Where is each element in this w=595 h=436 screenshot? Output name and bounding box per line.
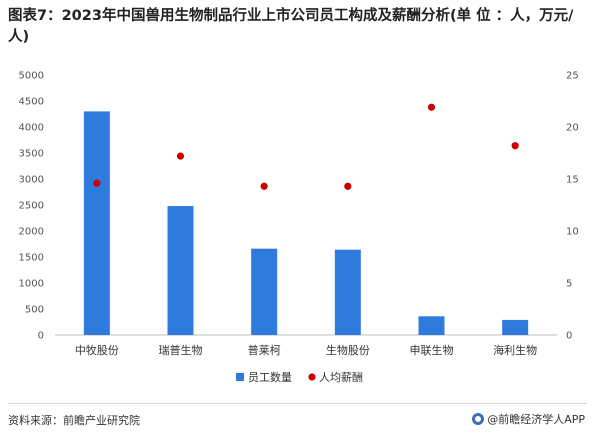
left-tick-label: 0 xyxy=(38,331,44,342)
category-labels: 中牧股份 瑞普生物 普莱柯 生物股份 申联生物 海利生物 xyxy=(75,343,537,357)
legend-swatch-bar xyxy=(236,373,244,381)
legend-swatch-point xyxy=(308,373,316,381)
left-tick-label: 2000 xyxy=(19,227,44,238)
right-tick-label: 10 xyxy=(566,227,579,238)
right-tick-label: 15 xyxy=(566,175,579,186)
bar xyxy=(251,248,278,335)
left-tick-label: 3500 xyxy=(19,149,44,160)
left-tick-label: 1500 xyxy=(19,253,44,264)
legend-label: 人均薪酬 xyxy=(319,371,363,384)
category-label: 生物股份 xyxy=(326,343,370,357)
scatter-series xyxy=(93,103,519,190)
left-tick-label: 4000 xyxy=(19,123,44,134)
left-tick-label: 4500 xyxy=(19,97,44,108)
left-tick-label: 3000 xyxy=(19,175,44,186)
chart-title: 图表7：2023年中国兽用生物制品行业上市公司员工构成及薪酬分析(单 位 ：人，… xyxy=(8,8,574,45)
right-tick-label: 0 xyxy=(566,331,572,342)
scatter-point xyxy=(511,142,519,150)
category-label: 中牧股份 xyxy=(75,343,119,357)
footer: 资料来源：前瞻产业研究院 @前瞻经济学人APP xyxy=(0,400,595,436)
right-tick-label: 25 xyxy=(566,71,579,82)
right-axis: 0 5 10 15 20 25 xyxy=(566,71,579,342)
legend: 员工数量 人均薪酬 xyxy=(236,371,363,384)
bar xyxy=(502,319,529,335)
category-label: 申联生物 xyxy=(410,343,454,357)
bar xyxy=(334,249,361,335)
scatter-point xyxy=(427,103,436,111)
footer-divider xyxy=(8,403,587,404)
right-tick-label: 20 xyxy=(566,123,579,134)
scatter-point xyxy=(344,182,352,190)
brand: @前瞻经济学人APP xyxy=(472,411,585,427)
left-axis: 0 500 1000 1500 2000 2500 3000 3500 4000 4500 5000 xyxy=(19,71,44,342)
scatter-point xyxy=(260,182,268,190)
bar xyxy=(167,206,194,335)
left-tick-label: 500 xyxy=(25,305,44,316)
chart-canvas: 0 500 1000 1500 2000 2500 3000 3500 4000 4500 5000… xyxy=(19,71,579,385)
left-tick-label: 2500 xyxy=(19,201,44,212)
bar xyxy=(83,111,110,336)
scatter-point xyxy=(176,152,185,160)
category-label: 普莱柯 xyxy=(248,343,281,357)
qianzhan-logo-icon xyxy=(472,413,485,425)
category-label: 海利生物 xyxy=(493,343,537,357)
brand-text: @前瞻经济学人APP xyxy=(487,413,585,426)
source-text: 资料来源：前瞻产业研究院 xyxy=(8,414,140,427)
left-tick-label: 1000 xyxy=(19,279,44,290)
bar xyxy=(418,316,445,335)
right-tick-label: 5 xyxy=(566,279,572,290)
legend-label: 员工数量 xyxy=(248,371,292,384)
left-tick-label: 5000 xyxy=(19,71,44,82)
bar-series xyxy=(83,111,529,336)
category-label: 瑞普生物 xyxy=(159,343,203,357)
scatter-point xyxy=(93,179,101,187)
